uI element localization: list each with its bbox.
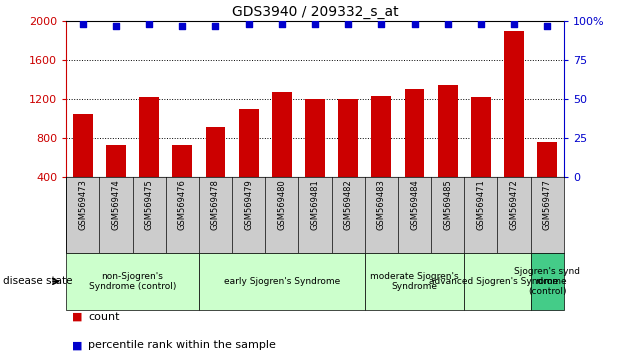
Bar	[272, 92, 292, 216]
Text: GSM569481: GSM569481	[311, 179, 319, 230]
Point	[542, 23, 553, 29]
Text: GSM569480: GSM569480	[277, 179, 286, 230]
FancyBboxPatch shape	[365, 253, 464, 310]
Bar	[404, 89, 425, 216]
Point	[376, 22, 386, 27]
Bar	[305, 99, 325, 216]
Text: disease state: disease state	[3, 276, 72, 286]
Point	[144, 22, 154, 27]
Text: GSM569482: GSM569482	[344, 179, 353, 230]
Bar	[504, 31, 524, 216]
Bar	[372, 96, 391, 216]
Point	[111, 23, 121, 29]
Text: GSM569483: GSM569483	[377, 179, 386, 230]
FancyBboxPatch shape	[199, 253, 365, 310]
Bar	[471, 97, 491, 216]
Bar	[537, 142, 557, 216]
FancyBboxPatch shape	[464, 253, 530, 310]
Bar	[239, 109, 258, 216]
Point	[343, 22, 353, 27]
Text: GSM569472: GSM569472	[510, 179, 518, 230]
Text: GSM569474: GSM569474	[112, 179, 120, 230]
Text: ■: ■	[72, 340, 83, 350]
Bar	[106, 145, 126, 216]
FancyBboxPatch shape	[66, 253, 199, 310]
Bar	[438, 85, 457, 216]
Text: GSM569476: GSM569476	[178, 179, 186, 230]
Bar	[205, 127, 226, 216]
Text: GSM569485: GSM569485	[444, 179, 452, 230]
Point	[277, 22, 287, 27]
Text: count: count	[88, 312, 120, 322]
Text: GSM569478: GSM569478	[211, 179, 220, 230]
Point	[410, 22, 420, 27]
Point	[77, 22, 88, 27]
Point	[244, 22, 254, 27]
Point	[509, 22, 519, 27]
Title: GDS3940 / 209332_s_at: GDS3940 / 209332_s_at	[232, 5, 398, 19]
Bar	[338, 99, 358, 216]
Point	[210, 23, 220, 29]
Text: early Sjogren's Syndrome: early Sjogren's Syndrome	[224, 277, 340, 286]
Text: GSM569475: GSM569475	[145, 179, 154, 230]
Text: GSM569471: GSM569471	[476, 179, 485, 230]
Text: percentile rank within the sample: percentile rank within the sample	[88, 340, 276, 350]
Bar	[173, 145, 192, 216]
Text: ■: ■	[72, 312, 83, 322]
Text: moderate Sjogren's
Syndrome: moderate Sjogren's Syndrome	[370, 272, 459, 291]
Text: Sjogren's synd
rome
(control): Sjogren's synd rome (control)	[514, 267, 580, 296]
Text: GSM569473: GSM569473	[78, 179, 87, 230]
Point	[177, 23, 187, 29]
Text: GSM569479: GSM569479	[244, 179, 253, 230]
FancyBboxPatch shape	[530, 253, 564, 310]
Point	[476, 22, 486, 27]
Point	[443, 22, 453, 27]
Bar	[139, 97, 159, 216]
Text: GSM569477: GSM569477	[543, 179, 552, 230]
Text: advanced Sjogren's Syndrome: advanced Sjogren's Syndrome	[428, 277, 566, 286]
Bar	[73, 114, 93, 216]
Point	[310, 22, 320, 27]
Text: GSM569484: GSM569484	[410, 179, 419, 230]
Text: non-Sjogren's
Syndrome (control): non-Sjogren's Syndrome (control)	[89, 272, 176, 291]
